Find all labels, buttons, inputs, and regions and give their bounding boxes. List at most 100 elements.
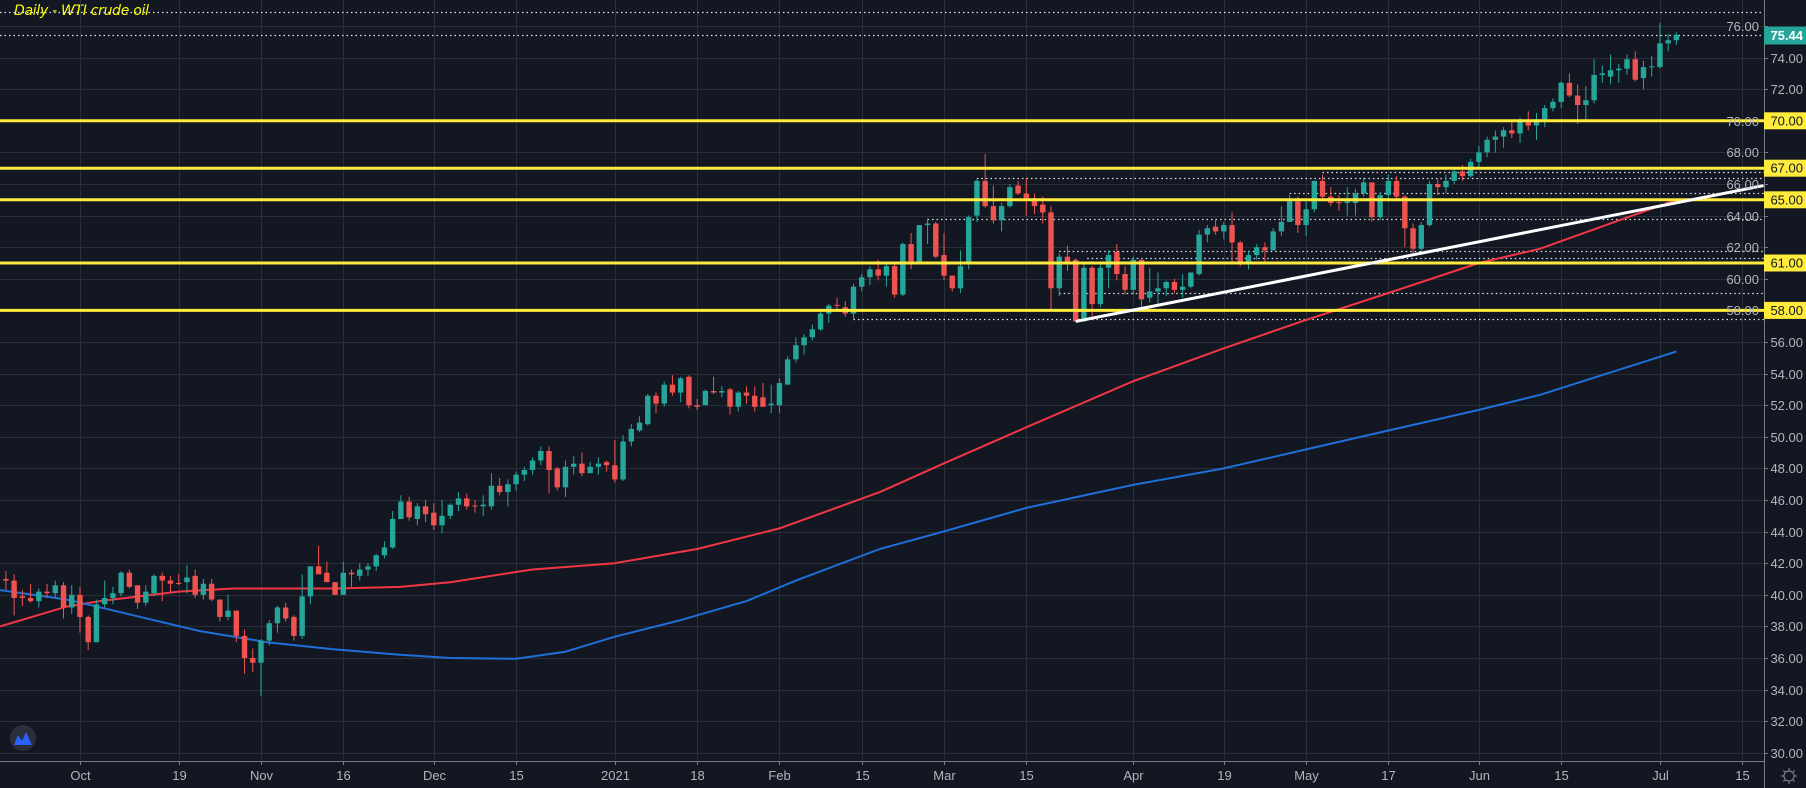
price-tick-label: 52.00 xyxy=(1770,398,1803,413)
candle-body xyxy=(760,397,766,407)
candle-body xyxy=(1451,171,1457,181)
candle-body xyxy=(282,607,289,619)
candle-body xyxy=(1278,221,1285,232)
candle-body xyxy=(101,597,108,605)
level-price-badge xyxy=(1764,191,1806,209)
candle-body xyxy=(793,345,799,360)
candle-body xyxy=(620,441,626,480)
candle-down xyxy=(11,574,17,616)
candle-down xyxy=(727,387,733,415)
time-tick-label: Mar xyxy=(933,768,956,783)
candle-body xyxy=(1558,82,1564,102)
time-axis[interactable] xyxy=(0,761,1764,788)
candle-down xyxy=(1212,218,1219,235)
candle-body xyxy=(488,485,495,507)
candle-down xyxy=(176,574,182,586)
candle-down xyxy=(134,585,141,610)
candle-up xyxy=(859,274,865,292)
candle-body xyxy=(735,392,741,407)
gear-icon[interactable] xyxy=(1781,768,1797,784)
candle-down xyxy=(891,263,898,298)
trendline-group[interactable] xyxy=(1075,184,1764,323)
candle-up xyxy=(1484,136,1490,158)
candle-up xyxy=(389,511,396,549)
candle-up xyxy=(365,563,371,576)
candle-down xyxy=(233,610,240,643)
candle-down xyxy=(27,583,34,603)
candle-body xyxy=(69,594,75,608)
candle-down xyxy=(949,275,955,292)
horizontal-levels[interactable] xyxy=(0,119,1764,312)
candle-body xyxy=(439,515,445,526)
candle-up xyxy=(274,605,281,633)
candle-down xyxy=(834,297,840,311)
candle-up xyxy=(1418,221,1424,254)
candle-down xyxy=(554,466,560,491)
candle-down xyxy=(19,590,26,606)
candle-down xyxy=(579,452,585,477)
candle-down xyxy=(743,386,750,404)
candle-body xyxy=(538,451,544,461)
candle-body xyxy=(1188,272,1194,287)
candle-down xyxy=(612,439,618,483)
price-axis[interactable] xyxy=(1764,0,1806,788)
level-price-label: 67.00 xyxy=(1770,161,1803,176)
trendline[interactable] xyxy=(1075,184,1764,323)
candle-body xyxy=(628,428,635,442)
candle-up xyxy=(965,215,972,270)
candle-up xyxy=(883,263,890,287)
candle-body xyxy=(52,585,58,594)
time-tick-label: 19 xyxy=(172,768,186,783)
candle-down xyxy=(990,185,997,224)
candle-up xyxy=(1443,174,1449,194)
candle-down xyxy=(1122,266,1128,295)
candle-up xyxy=(1147,267,1153,303)
candle-body xyxy=(1130,259,1136,290)
candle-body xyxy=(60,585,67,608)
price-tick-label: 54.00 xyxy=(1770,367,1803,382)
candle-down xyxy=(1328,187,1334,207)
candle-up xyxy=(1278,206,1285,237)
candle-down xyxy=(464,493,470,510)
price-tick-label: 50.00 xyxy=(1770,430,1803,445)
candle-up xyxy=(793,337,799,363)
candle-body xyxy=(36,591,42,602)
candle-up xyxy=(200,579,207,600)
candle-body xyxy=(1566,82,1573,96)
tradingview-logo-icon[interactable] xyxy=(10,725,36,751)
candle-up xyxy=(1377,191,1383,221)
candle-up xyxy=(52,580,58,598)
candle-body xyxy=(44,591,50,594)
candle-up xyxy=(299,574,305,640)
candle-up xyxy=(521,466,528,482)
candle-down xyxy=(250,648,256,673)
candle-body xyxy=(1443,180,1449,188)
candle-body xyxy=(1212,226,1219,232)
candle-down xyxy=(282,602,289,622)
price-tick-label: 62.00 xyxy=(1726,240,1759,255)
time-tick-label: 2021 xyxy=(601,768,630,783)
candle-body xyxy=(727,389,733,407)
candle-down xyxy=(208,579,215,602)
candle-down xyxy=(217,599,223,622)
candle-body xyxy=(110,593,116,598)
candle-down xyxy=(710,376,717,395)
candle-body xyxy=(1649,66,1655,68)
price-tick-label: 42.00 xyxy=(1770,556,1803,571)
candle-body xyxy=(636,422,643,431)
candle-up xyxy=(258,639,264,696)
candle-body xyxy=(93,604,100,643)
candle-body xyxy=(1599,73,1606,75)
candle-down xyxy=(1064,245,1071,271)
candle-up xyxy=(826,304,832,324)
candle-down xyxy=(1072,258,1079,322)
price-tick-label: 76.00 xyxy=(1726,19,1759,34)
time-axis-labels: Oct 19 Nov 16 Dec 15 2021 18 Feb 15 Mar 15 Apr 19 May 1… xyxy=(70,761,1750,783)
candle-down xyxy=(1410,223,1416,254)
candle-body xyxy=(1583,100,1589,105)
candle-body xyxy=(1591,74,1597,101)
candle-down xyxy=(1171,278,1178,294)
candle-body xyxy=(1122,274,1128,290)
ma-blue-line xyxy=(0,350,1677,660)
